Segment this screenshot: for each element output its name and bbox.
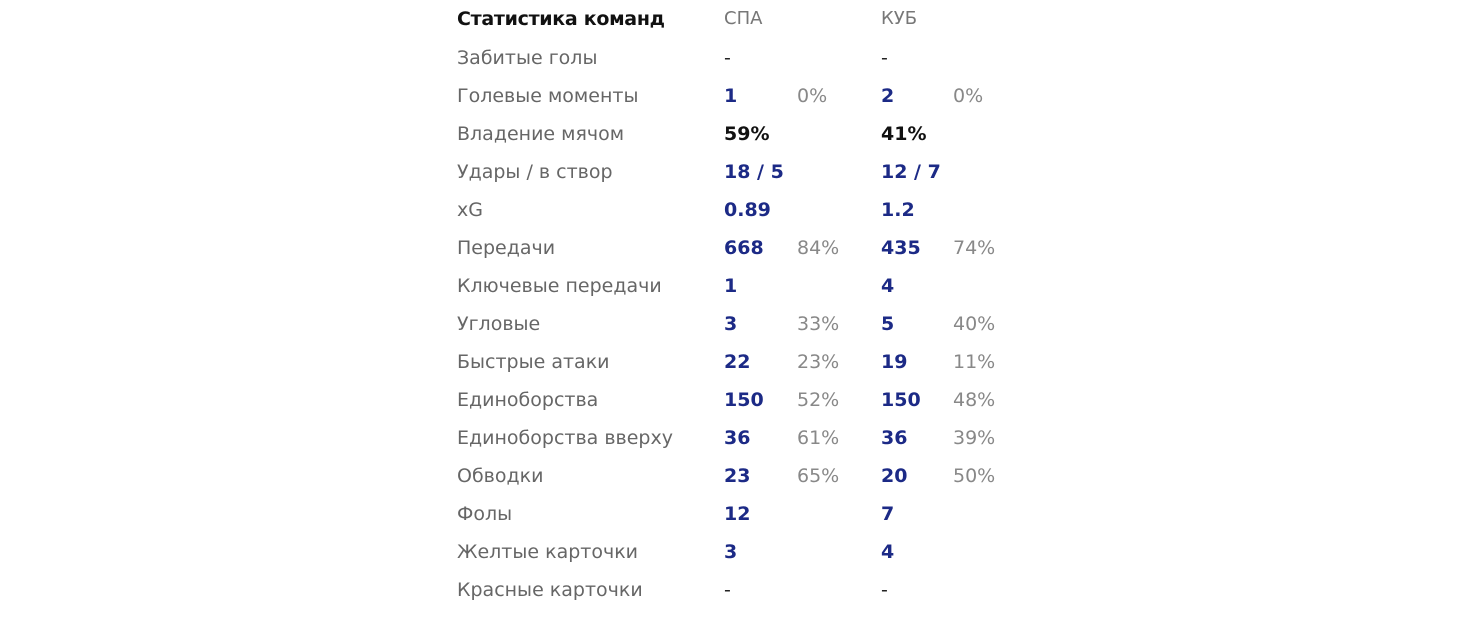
team-stats-table: Статистика команд СПА КУБ Забитые голы -… [457, 0, 1017, 609]
stat-row-possession: Владение мячом 59% 41% [457, 115, 1017, 153]
stat-row-aerial-duels: Единоборства вверху 36 61% 36 39% [457, 419, 1017, 457]
team2-percent: 48% [953, 389, 996, 411]
stat-row-goals: Забитые голы - - [457, 39, 1017, 77]
team2-value: 19 [881, 351, 908, 373]
stat-label: Передачи [457, 237, 556, 259]
team2-value: 12 / 7 [881, 161, 941, 183]
team2-value: 7 [881, 503, 895, 525]
team1-percent: 23% [797, 351, 840, 373]
stat-row-key-passes: Ключевые передачи 1 4 [457, 267, 1017, 305]
team1-value: 59% [724, 123, 770, 145]
team2-value: 150 [881, 389, 921, 411]
stat-label: Ключевые передачи [457, 275, 662, 297]
team2-value: 2 [881, 85, 895, 107]
team1-value: 0.89 [724, 199, 771, 221]
team2-value: 41% [881, 123, 927, 145]
team2-value: 435 [881, 237, 921, 259]
team2-percent: 74% [953, 237, 996, 259]
team1-percent: 33% [797, 313, 840, 335]
stats-title: Статистика команд [457, 8, 665, 30]
team2-percent: 0% [953, 85, 984, 107]
stat-row-passes: Передачи 668 84% 435 74% [457, 229, 1017, 267]
team2-value: 20 [881, 465, 908, 487]
team1-value: 1 [724, 85, 738, 107]
team2-percent: 40% [953, 313, 996, 335]
team1-value: 12 [724, 503, 751, 525]
stats-header-row: Статистика команд СПА КУБ [457, 0, 1017, 39]
stat-label: Единоборства вверху [457, 427, 673, 449]
stat-label: Обводки [457, 465, 544, 487]
team2-percent: 50% [953, 465, 996, 487]
stat-row-yellow-cards: Желтые карточки 3 4 [457, 533, 1017, 571]
stat-row-xg: xG 0.89 1.2 [457, 191, 1017, 229]
team2-value: 36 [881, 427, 908, 449]
stat-label: Удары / в створ [457, 161, 613, 183]
stat-row-shots: Удары / в створ 18 / 5 12 / 7 [457, 153, 1017, 191]
team1-value: 668 [724, 237, 764, 259]
stat-row-corners: Угловые 3 33% 5 40% [457, 305, 1017, 343]
stat-label: Угловые [457, 313, 541, 335]
team1-value: - [724, 47, 731, 69]
team1-percent: 0% [797, 85, 828, 107]
stat-row-duels: Единоборства 150 52% 150 48% [457, 381, 1017, 419]
team2-percent: 39% [953, 427, 996, 449]
stat-label: Голевые моменты [457, 85, 639, 107]
stat-label: Красные карточки [457, 579, 643, 601]
team2-header: КУБ [881, 8, 918, 29]
team2-value: 4 [881, 541, 895, 563]
team1-percent: 65% [797, 465, 840, 487]
stat-row-fast-attacks: Быстрые атаки 22 23% 19 11% [457, 343, 1017, 381]
team2-value: - [881, 579, 888, 601]
team1-percent: 52% [797, 389, 840, 411]
team1-header: СПА [724, 8, 763, 29]
team1-value: 23 [724, 465, 751, 487]
team1-value: 22 [724, 351, 751, 373]
stat-row-chances: Голевые моменты 1 0% 2 0% [457, 77, 1017, 115]
team2-value: 1.2 [881, 199, 915, 221]
team1-value: - [724, 579, 731, 601]
stat-label: Желтые карточки [457, 541, 639, 563]
stat-label: Владение мячом [457, 123, 625, 145]
team1-percent: 84% [797, 237, 840, 259]
stat-label: Забитые голы [457, 47, 598, 69]
team2-value: 5 [881, 313, 895, 335]
team1-value: 1 [724, 275, 738, 297]
stat-row-fouls: Фолы 12 7 [457, 495, 1017, 533]
team2-value: 4 [881, 275, 895, 297]
stat-row-dribbles: Обводки 23 65% 20 50% [457, 457, 1017, 495]
stat-label: Фолы [457, 503, 513, 525]
stat-row-red-cards: Красные карточки - - [457, 571, 1017, 609]
stat-label: Единоборства [457, 389, 599, 411]
team1-value: 36 [724, 427, 751, 449]
team1-value: 3 [724, 313, 738, 335]
team1-value: 18 / 5 [724, 161, 784, 183]
stat-label: Быстрые атаки [457, 351, 610, 373]
team1-value: 150 [724, 389, 764, 411]
team1-value: 3 [724, 541, 738, 563]
team2-percent: 11% [953, 351, 996, 373]
stat-label: xG [457, 199, 483, 221]
team2-value: - [881, 47, 888, 69]
team1-percent: 61% [797, 427, 840, 449]
